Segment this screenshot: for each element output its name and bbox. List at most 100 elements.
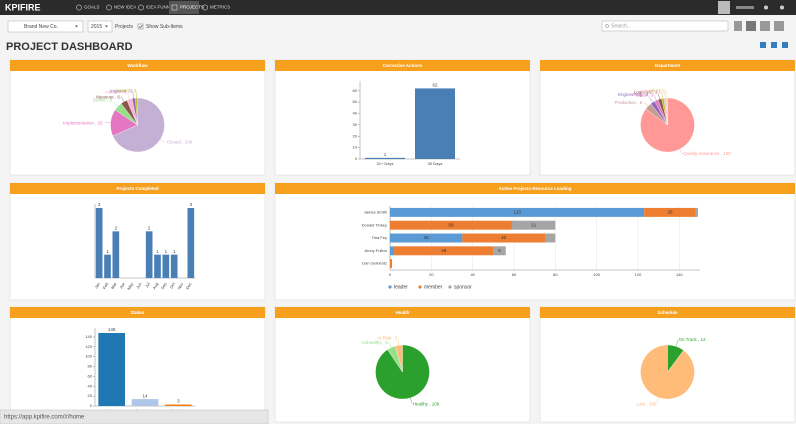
nav-icon	[171, 4, 178, 11]
view-icon[interactable]	[746, 21, 756, 31]
y-tick-label: 10	[353, 145, 358, 150]
label-leader	[113, 102, 119, 107]
slice-label: At Risk , 5	[377, 335, 398, 340]
checkbox[interactable]	[137, 23, 144, 30]
nav-item[interactable]: IDEA FUNNEL	[146, 5, 176, 10]
value-label: 59	[448, 222, 454, 227]
bar	[112, 231, 120, 278]
slice-label: Production , 6	[615, 100, 643, 105]
slice-label: Unhealthy , 6	[361, 340, 388, 345]
label-leader	[653, 94, 657, 101]
value-label: 62	[432, 83, 438, 88]
value-label: 3	[98, 202, 101, 207]
pie-slice	[112, 97, 165, 153]
year-select[interactable]	[87, 20, 113, 33]
slice-label: Healthy , 106	[413, 402, 440, 407]
label-leader	[410, 397, 413, 404]
bar	[170, 254, 178, 278]
year: 2015	[91, 24, 102, 30]
panel-header	[275, 307, 530, 318]
label-leader	[120, 96, 125, 102]
y-tick-label: 80	[88, 364, 93, 369]
view-icon[interactable]	[734, 21, 742, 31]
label-leader	[127, 93, 130, 100]
value-label: 2	[115, 226, 118, 231]
nav-icon	[202, 4, 208, 11]
y-tick-label: 120	[85, 344, 92, 349]
label-leader	[132, 92, 134, 99]
x-tick-label: Oct	[169, 281, 177, 290]
nav-bar: KPIFIRE GOALS NEW IDEA IDEA FUNNEL PROJE…	[0, 0, 796, 15]
avatar[interactable]	[718, 1, 730, 14]
legend-swatch	[418, 285, 422, 289]
y-tick-label: 40	[88, 383, 93, 388]
slice-label: Implementation , 25	[63, 121, 103, 126]
x-tick-label: Feb	[102, 281, 110, 290]
page-title: PROJECT DASHBOARD	[6, 41, 133, 53]
export-icon[interactable]	[782, 42, 788, 48]
panel-title: Schedule	[657, 310, 678, 315]
bar	[145, 231, 153, 278]
nav-item[interactable]: PROJECTS	[180, 5, 204, 10]
bar-segment	[390, 207, 645, 217]
view-icon[interactable]	[774, 21, 784, 31]
x-tick-label: Sep	[160, 281, 168, 290]
x-tick-label: Aug	[151, 282, 159, 291]
x-tick-label: Jul	[144, 281, 151, 288]
check	[138, 25, 143, 29]
value-label: 6	[498, 248, 501, 253]
value-label: 2	[148, 226, 151, 231]
nav-item[interactable]: GOALS	[84, 5, 100, 10]
settings-icon[interactable]	[764, 5, 768, 10]
panel-title: Active Projects Resource Loading	[498, 186, 571, 191]
power-icon[interactable]	[780, 5, 784, 10]
value-label: 1	[173, 249, 176, 254]
panel-title: Workflow	[127, 63, 148, 68]
y-tick-label: 20	[88, 393, 93, 398]
y-tick-label: 100	[85, 354, 92, 359]
label-leader	[388, 341, 392, 348]
search-placeholder: Search...	[611, 23, 631, 29]
scope: Projects	[115, 24, 134, 30]
search-icon	[605, 24, 609, 28]
value-label: 1	[106, 249, 109, 254]
logo[interactable]: KPIFIRE	[5, 2, 41, 12]
y-tick-label: Donald Tinkey	[362, 222, 387, 227]
pie-slice	[640, 344, 695, 400]
nav-item[interactable]: NEW IDEA	[114, 5, 136, 10]
y-tick-label: Dan Gerbentz	[362, 261, 387, 266]
company-select[interactable]	[7, 20, 84, 33]
value-label: 21	[531, 222, 537, 227]
legend-label: sponsor	[454, 284, 472, 290]
bar	[415, 88, 455, 159]
slice-label: Improve , 3	[110, 89, 133, 94]
x-tick-label: May	[126, 282, 134, 291]
slice-label: Analyze , 5	[105, 90, 128, 95]
bar-segment	[644, 207, 696, 217]
bar-segment	[695, 207, 698, 217]
caret	[105, 25, 108, 28]
user-name[interactable]	[736, 6, 754, 9]
legend-label: leader	[394, 284, 408, 290]
y-tick-label: 140	[85, 334, 92, 339]
bar	[95, 208, 103, 278]
export-icon[interactable]	[771, 42, 777, 48]
label-leader	[160, 139, 166, 144]
bar	[187, 208, 195, 278]
value-label: 35	[424, 235, 430, 240]
nav-active	[169, 1, 199, 14]
x-tick-label: Mar	[110, 281, 118, 290]
search-box[interactable]	[601, 20, 729, 32]
bar-segment	[390, 246, 395, 256]
nav-item[interactable]: METRICS	[210, 5, 230, 10]
panel-title: Department	[655, 63, 681, 68]
view-icon[interactable]	[760, 21, 770, 31]
slice-label: Finance , 2	[642, 88, 665, 93]
filter-icon[interactable]	[760, 42, 766, 48]
value-label: 48	[441, 248, 447, 253]
y-tick-label: 30	[353, 122, 358, 127]
label-leader	[664, 92, 666, 99]
y-tick-label: Tina Fey	[372, 235, 387, 240]
panel-title: Projects Completed	[116, 186, 159, 191]
